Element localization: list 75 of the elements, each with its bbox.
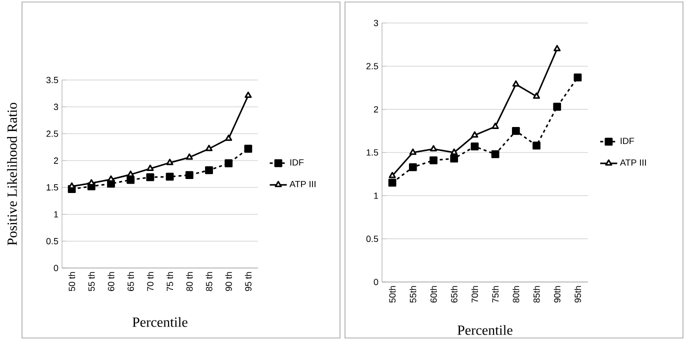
point bbox=[553, 102, 562, 111]
point bbox=[244, 144, 252, 153]
x-tick-label: 60th bbox=[430, 286, 437, 303]
point bbox=[450, 148, 458, 155]
y-tick-label: 1 bbox=[54, 211, 58, 218]
point bbox=[512, 80, 520, 87]
point bbox=[166, 158, 174, 166]
x-tick-label: 95th bbox=[574, 286, 582, 303]
y-tick-label: 3 bbox=[54, 104, 58, 110]
x-axis-title: Percentile bbox=[458, 325, 512, 335]
point bbox=[554, 44, 561, 52]
y-axis-title: Positive Likelihood Ratio bbox=[7, 102, 17, 246]
x-tick-label: 50 th bbox=[68, 272, 76, 292]
x-tick-label: 65 th bbox=[127, 272, 134, 292]
y-tick-label: 0.5 bbox=[46, 238, 58, 244]
x-tick-label: 85 th bbox=[206, 272, 212, 292]
point bbox=[224, 159, 233, 168]
point bbox=[205, 144, 213, 152]
legend-label: ATP III bbox=[620, 159, 646, 166]
point bbox=[185, 171, 194, 180]
x-tick-label: 75 th bbox=[166, 272, 174, 292]
y-tick-label: 0.5 bbox=[366, 236, 378, 242]
x-tick-label: 50th bbox=[389, 286, 396, 303]
point bbox=[470, 142, 479, 150]
x-tick-label: 75th bbox=[492, 286, 499, 303]
x-tick-label: 95 th bbox=[244, 272, 252, 292]
x-axis-title: Percentile bbox=[132, 317, 188, 327]
x-tick-label: 80 th bbox=[186, 272, 193, 292]
point bbox=[244, 92, 252, 98]
point bbox=[532, 142, 540, 150]
y-tick-label: 2 bbox=[374, 106, 378, 112]
point bbox=[388, 178, 396, 187]
x-tick-label: 60 th bbox=[108, 272, 114, 292]
legend-label: IDF bbox=[620, 138, 634, 144]
point bbox=[492, 122, 499, 129]
point bbox=[186, 153, 193, 160]
point bbox=[146, 164, 154, 171]
point bbox=[225, 134, 232, 141]
y-tick-label: 1 bbox=[374, 192, 378, 199]
point bbox=[409, 148, 416, 155]
point bbox=[146, 173, 154, 182]
x-tick-label: 55 th bbox=[88, 272, 95, 292]
x-tick-label: 90 th bbox=[225, 272, 232, 292]
y-tick-label: 3 bbox=[374, 20, 378, 26]
x-tick-label: 70 th bbox=[146, 272, 154, 292]
point bbox=[491, 150, 500, 158]
point bbox=[574, 73, 582, 82]
point bbox=[450, 154, 458, 162]
y-tick-label: 0 bbox=[54, 264, 58, 272]
point bbox=[127, 170, 134, 177]
point bbox=[430, 156, 438, 164]
point bbox=[408, 163, 417, 172]
point bbox=[166, 172, 174, 181]
x-tick-label: 65th bbox=[450, 286, 458, 303]
x-tick-label: 55th bbox=[410, 286, 416, 303]
point bbox=[205, 166, 213, 174]
y-tick-label: 1.5 bbox=[46, 184, 58, 191]
x-tick-label: 70th bbox=[471, 286, 478, 303]
x-tick-label: 80th bbox=[512, 286, 520, 303]
y-tick-label: 2.5 bbox=[46, 130, 58, 137]
legend-label: IDF bbox=[290, 159, 304, 166]
y-tick-label: 1.5 bbox=[366, 149, 378, 156]
point bbox=[126, 176, 135, 184]
point bbox=[430, 145, 438, 152]
x-tick-label: 85th bbox=[533, 286, 540, 303]
point bbox=[532, 92, 540, 99]
point bbox=[512, 126, 520, 135]
y-tick-label: 2 bbox=[54, 157, 58, 164]
y-tick-label: 3.5 bbox=[46, 76, 58, 84]
y-tick-label: 0 bbox=[374, 278, 378, 286]
point bbox=[471, 131, 478, 138]
y-tick-label: 2.5 bbox=[366, 62, 378, 70]
point bbox=[388, 172, 396, 178]
legend-label: ATP III bbox=[290, 180, 316, 188]
x-tick-label: 90th bbox=[554, 286, 560, 303]
